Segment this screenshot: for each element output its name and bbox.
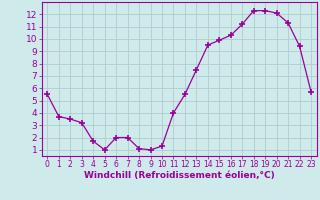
X-axis label: Windchill (Refroidissement éolien,°C): Windchill (Refroidissement éolien,°C): [84, 171, 275, 180]
